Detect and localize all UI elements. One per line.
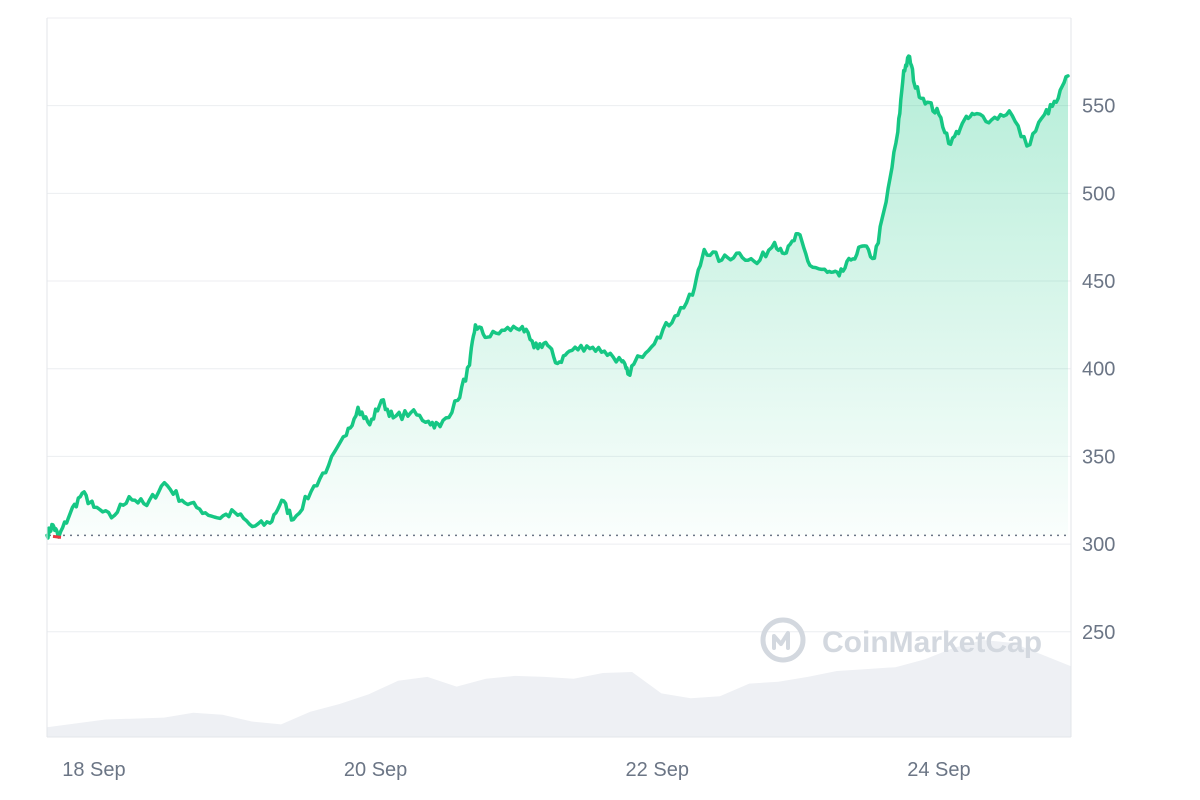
x-tick-label-3: 24 Sep	[907, 759, 970, 781]
volume-area	[47, 640, 1071, 737]
y-tick-label-500: 500	[1082, 183, 1115, 205]
x-tick-label-2: 22 Sep	[626, 759, 689, 781]
y-axis-tick-labels: 250 300 350 400 450 500 550	[1082, 96, 1115, 644]
below-baseline-segment	[52, 534, 62, 539]
watermark: CoinMarketCap	[760, 617, 1042, 663]
y-tick-label-250: 250	[1082, 622, 1115, 644]
price-area-fill	[47, 56, 1068, 538]
watermark-text: CoinMarketCap	[822, 626, 1042, 659]
y-tick-label-350: 350	[1082, 446, 1115, 468]
x-tick-label-0: 18 Sep	[62, 759, 125, 781]
x-tick-label-1: 20 Sep	[344, 759, 407, 781]
plot-frame	[46, 17, 1072, 738]
x-axis-tick-labels: 18 Sep 20 Sep 22 Sep 24 Sep	[62, 759, 970, 781]
coinmarketcap-logo-icon	[760, 617, 806, 663]
y-tick-label-550: 550	[1082, 96, 1115, 118]
y-tick-label-450: 450	[1082, 271, 1115, 293]
y-tick-label-300: 300	[1082, 534, 1115, 556]
price-line	[45, 54, 1070, 540]
y-tick-label-400: 400	[1082, 359, 1115, 381]
